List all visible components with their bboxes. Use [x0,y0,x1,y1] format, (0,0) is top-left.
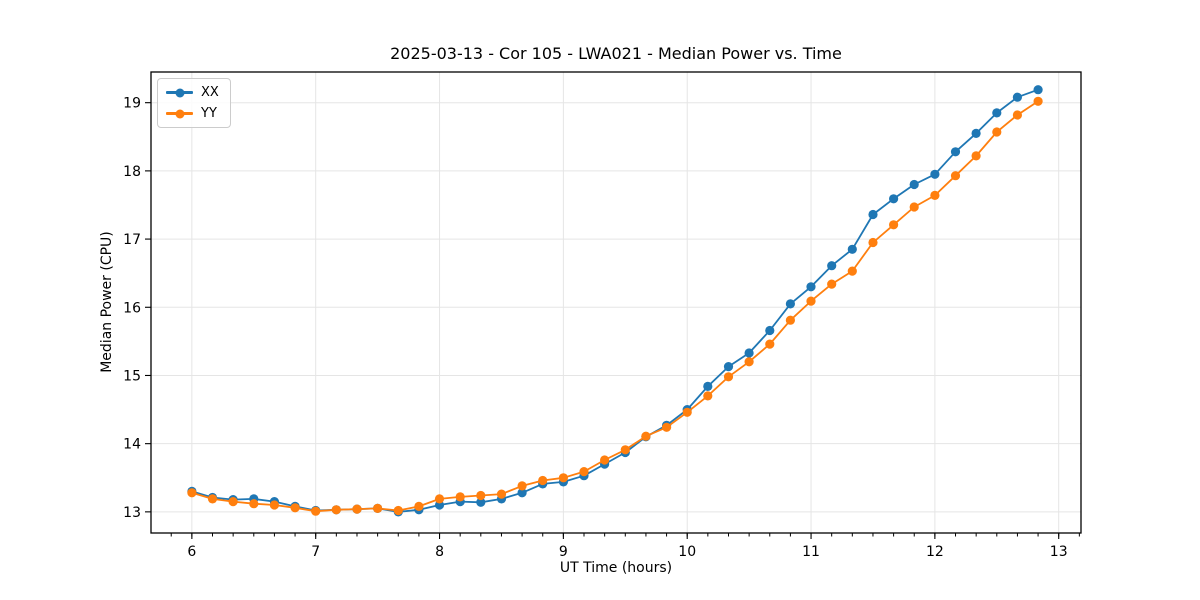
y-axis-label: Median Power (CPU) [99,231,115,373]
legend-label-xx: XX [201,85,219,100]
chart-title: 2025-03-13 - Cor 105 - LWA021 - Median P… [390,44,842,63]
legend-item-yy: YY [166,105,219,122]
svg-text:10: 10 [678,544,696,560]
svg-text:7: 7 [311,544,320,560]
svg-text:16: 16 [123,300,141,316]
svg-text:9: 9 [559,544,568,560]
legend-item-xx: XX [166,84,219,101]
legend-label-yy: YY [201,106,217,121]
svg-text:14: 14 [123,437,141,453]
svg-text:18: 18 [123,164,141,180]
svg-text:11: 11 [802,544,820,560]
x-axis-label: UT Time (hours) [559,560,673,576]
svg-text:15: 15 [123,368,141,384]
svg-text:19: 19 [123,96,141,112]
svg-text:17: 17 [123,232,141,248]
legend-dot-icon-xx [175,88,184,97]
legend-line-marker-yy [166,109,193,118]
svg-text:8: 8 [435,544,444,560]
legend: XX YY [157,78,231,128]
legend-dot-icon-yy [175,109,184,118]
legend-line-marker-xx [166,88,193,97]
svg-text:13: 13 [123,505,141,521]
svg-text:13: 13 [1050,544,1068,560]
svg-text:6: 6 [187,544,196,560]
svg-text:12: 12 [926,544,944,560]
